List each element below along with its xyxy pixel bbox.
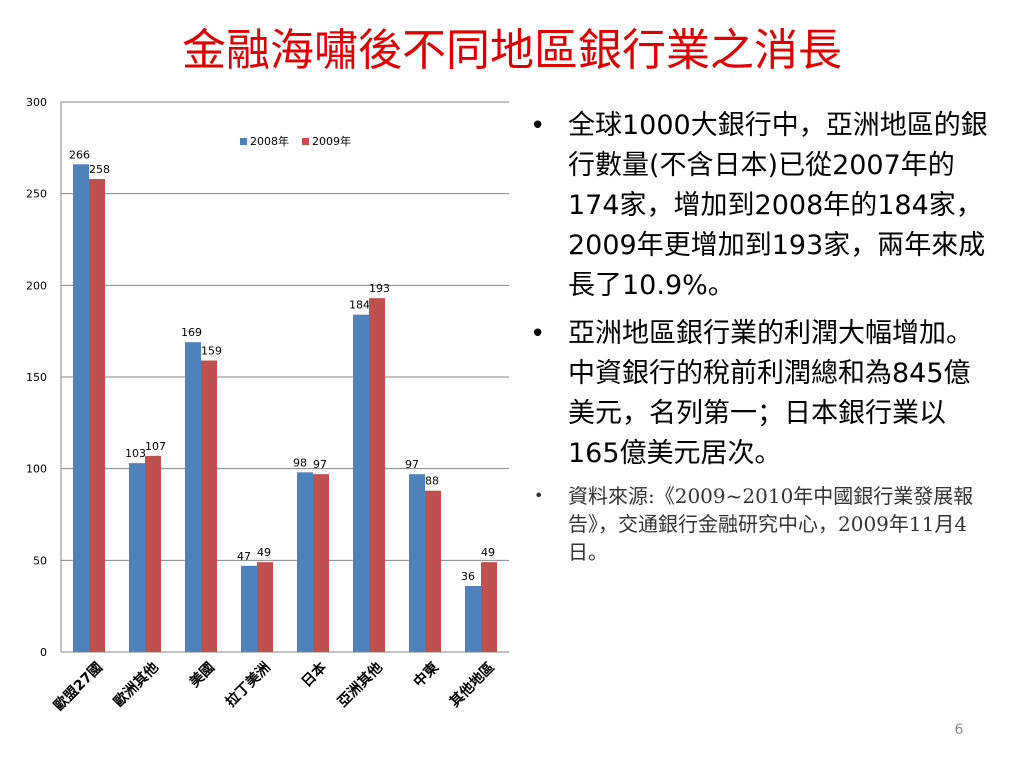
data-label: 258 [89, 163, 110, 176]
bar-2009 [369, 298, 385, 652]
x-tick-label: 拉丁美洲 [222, 659, 274, 711]
data-label: 184 [349, 299, 370, 312]
x-tick-label: 歐洲其他 [110, 659, 162, 711]
x-tick-label: 亞洲其他 [334, 659, 386, 711]
bullet-dot-icon: • [530, 111, 546, 141]
data-label: 159 [201, 345, 222, 358]
bullet-item-asia-bank-profit: • 亞洲地區銀行業的利潤大幅增加。中資銀行的稅前利潤總和為845億美元，名列第一… [528, 314, 994, 474]
bar-2009 [257, 562, 273, 652]
bar-2008 [73, 164, 89, 653]
bar-2009 [201, 360, 217, 652]
bar-2008 [129, 463, 145, 652]
legend-label: 2008年 [250, 134, 289, 148]
data-label: 98 [293, 456, 307, 469]
y-tick-label: 0 [40, 646, 47, 659]
bar-2009 [313, 474, 329, 652]
bullet-dot-icon: • [530, 319, 546, 349]
bullet-text: 全球1000大銀行中，亞洲地區的銀行數量(不含日本)已從2007年的174家，增… [568, 110, 988, 301]
y-tick-label: 300 [26, 96, 47, 109]
bullet-dot-icon: • [534, 486, 544, 505]
legend-swatch [302, 138, 309, 145]
x-tick-label: 日本 [298, 658, 331, 691]
data-label: 36 [461, 570, 475, 583]
data-label: 169 [181, 326, 202, 339]
source-note: 資料來源:《2009~2010年中國銀行業發展報告》，交通銀行金融研究中心，20… [568, 484, 974, 564]
y-tick-label: 200 [26, 279, 47, 292]
data-label: 49 [257, 546, 271, 559]
page-number: 6 [954, 722, 964, 738]
bullet-item-source: • 資料來源:《2009~2010年中國銀行業發展報告》，交通銀行金融研究中心，… [528, 482, 994, 566]
x-tick-label: 歐盟27國 [50, 659, 105, 714]
data-label: 266 [69, 148, 90, 161]
bar-2008 [409, 474, 425, 652]
data-label: 193 [369, 282, 390, 295]
data-label: 88 [425, 475, 439, 488]
bar-2008 [241, 565, 257, 652]
bar-2009 [145, 455, 161, 652]
bar-2008 [465, 586, 481, 652]
x-tick-label: 美國 [186, 659, 218, 691]
bullet-text: 亞洲地區銀行業的利潤大幅增加。中資銀行的稅前利潤總和為845億美元，名列第一；日… [568, 318, 973, 469]
bar-2008 [297, 472, 313, 652]
data-label: 103 [125, 447, 146, 460]
x-tick-label: 其他地區 [446, 659, 498, 711]
y-tick-label: 150 [26, 371, 47, 384]
data-label: 107 [145, 440, 166, 453]
slide-title: 金融海嘯後不同地區銀行業之消長 [182, 25, 842, 76]
bullet-item-asia-bank-count: • 全球1000大銀行中，亞洲地區的銀行數量(不含日本)已從2007年的174家… [528, 106, 994, 306]
y-tick-label: 100 [26, 463, 47, 476]
data-label: 97 [313, 458, 327, 471]
y-tick-label: 250 [26, 188, 47, 201]
bar-2009 [425, 490, 441, 652]
legend-swatch [240, 138, 247, 145]
data-label: 97 [405, 458, 419, 471]
x-tick-label: 中東 [410, 659, 442, 691]
bullet-list: • 全球1000大銀行中，亞洲地區的銀行數量(不含日本)已從2007年的174家… [528, 106, 994, 566]
bar-2009 [89, 179, 105, 652]
legend-label: 2009年 [312, 134, 351, 148]
y-tick-label: 50 [33, 554, 47, 567]
bar-2008 [185, 342, 201, 652]
bar-2009 [481, 562, 497, 652]
bar-2008 [353, 314, 369, 652]
data-label: 49 [481, 546, 495, 559]
data-label: 47 [237, 550, 251, 563]
